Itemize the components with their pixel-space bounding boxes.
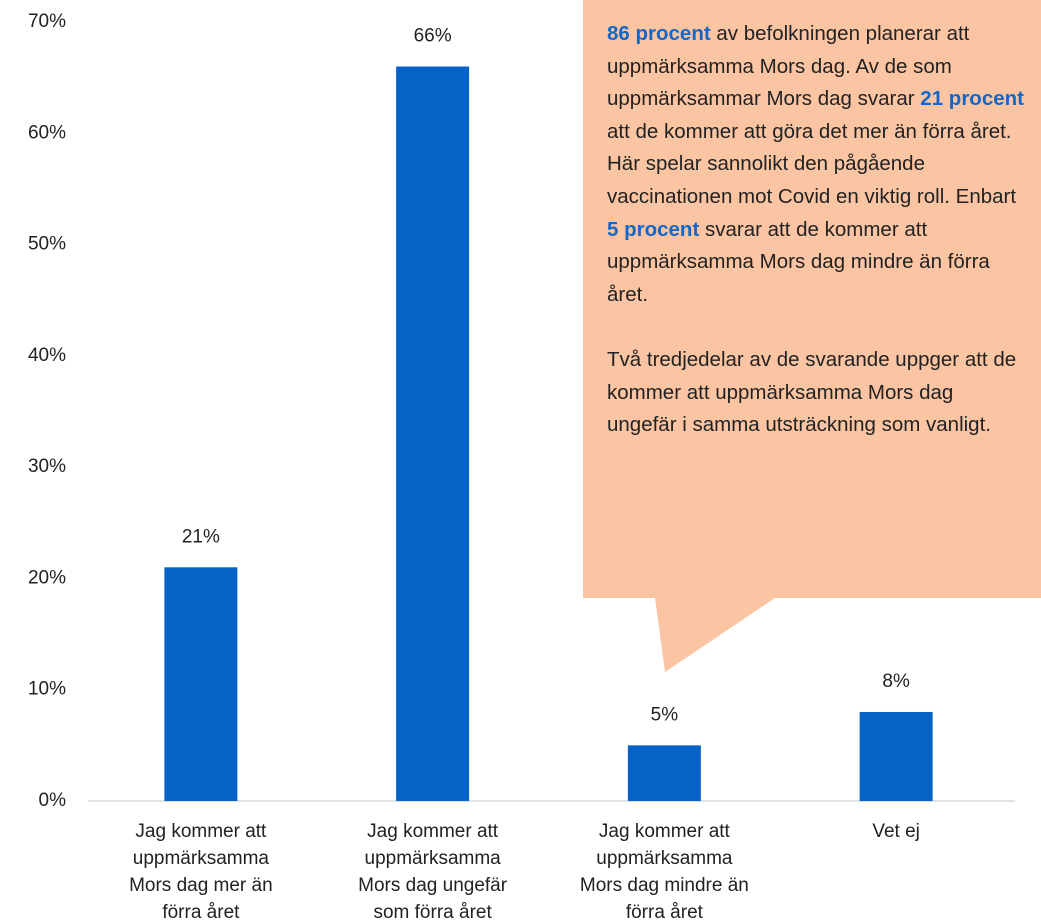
x-tick-label: Jag kommer att uppmärksamma Mors dag min… — [579, 821, 749, 923]
bar — [396, 66, 470, 801]
callout-run: av befolkningen planerar att uppmärksamm… — [607, 22, 970, 111]
bar — [164, 567, 238, 801]
y-tick-label: 70% — [28, 11, 66, 32]
callout-box — [583, 0, 1041, 672]
y-tick-label: 60% — [28, 122, 66, 143]
y-tick-label: 50% — [28, 234, 66, 255]
y-tick-label: 30% — [28, 456, 66, 477]
value-label: 5% — [651, 704, 679, 725]
callout-run: att de kommer att göra det mer än förra … — [607, 119, 1017, 208]
y-tick-label: 0% — [39, 790, 67, 811]
callout-paragraph: 86 procent av befolkningen planerar att … — [607, 18, 1027, 311]
x-tick-label: Vet ej — [872, 821, 920, 842]
callout-run: Två tredjedelar av de svarande uppger at… — [607, 347, 1017, 437]
callout-run: svarar att de kommer att uppmärksamma Mo… — [607, 217, 990, 306]
x-tick-label: Jag kommer att uppmärksamma Mors dag mer… — [129, 821, 273, 923]
bar — [859, 711, 933, 801]
bar — [627, 745, 701, 801]
callout-text: 86 procent av befolkningen planerar att … — [607, 18, 1027, 474]
y-tick-label: 20% — [28, 567, 66, 588]
y-tick-label: 10% — [28, 679, 66, 700]
value-label: 21% — [182, 526, 220, 547]
callout-paragraph: Två tredjedelar av de svarande uppger at… — [607, 344, 1027, 442]
y-tick-label: 40% — [28, 345, 66, 366]
highlight-text: 21 procent — [920, 87, 1024, 111]
value-label: 66% — [414, 26, 452, 47]
highlight-text: 86 procent — [607, 22, 711, 45]
value-label: 8% — [882, 671, 910, 692]
highlight-text: 5 procent — [607, 217, 700, 241]
x-tick-label: Jag kommer att uppmärksamma Mors dag ung… — [358, 821, 508, 923]
